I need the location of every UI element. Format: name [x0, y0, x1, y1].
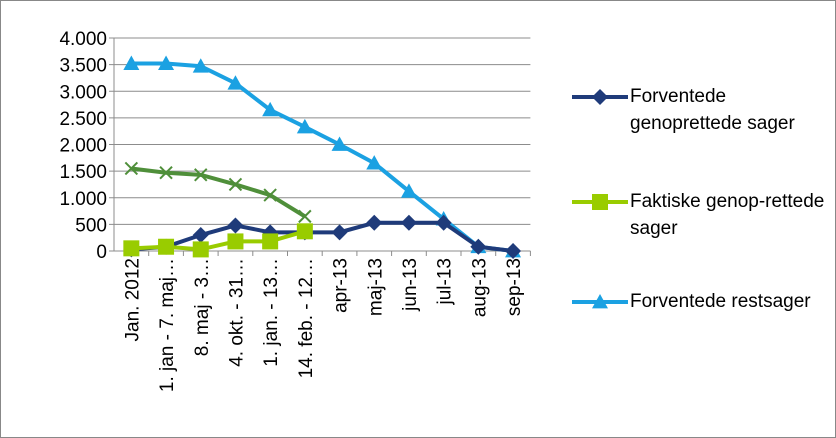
x-tick-label: 4. okt. - 31… — [226, 258, 247, 367]
point — [192, 241, 209, 258]
point — [592, 89, 608, 105]
y-tick-label: 4.000 — [59, 29, 107, 50]
point — [262, 101, 279, 117]
x-tick-label: jun-13 — [400, 258, 421, 312]
x-tick-label: sep-13 — [504, 258, 525, 316]
y-tick-label: 3.500 — [59, 56, 107, 77]
point — [435, 214, 452, 231]
point — [228, 177, 243, 192]
x-tick-label: apr-13 — [331, 258, 352, 313]
point — [298, 209, 312, 224]
x-tick-label: 8. maj - 3… — [192, 258, 213, 356]
x-tick-label: aug-13 — [469, 258, 490, 317]
y-tick-label: 3.000 — [59, 82, 107, 103]
point — [123, 55, 140, 70]
point — [227, 217, 244, 234]
y-tick-label: 1.500 — [59, 162, 107, 183]
point — [400, 214, 417, 231]
point — [158, 238, 175, 255]
point — [400, 183, 417, 198]
series-line — [131, 166, 306, 219]
point — [227, 233, 244, 250]
point — [366, 155, 383, 170]
point — [124, 161, 139, 176]
point — [592, 294, 608, 309]
legend-label: Forventede genoprettede sager — [630, 86, 795, 134]
point — [227, 75, 244, 90]
point — [192, 227, 209, 244]
point — [158, 55, 175, 70]
x-tick-label: 1. jan - 7. maj… — [157, 258, 178, 392]
point — [592, 194, 608, 210]
point — [123, 240, 140, 257]
point — [263, 188, 277, 202]
point — [331, 136, 348, 151]
legend-label: Forventede restsager — [630, 291, 811, 312]
x-tick-label: Jan. 2012 — [122, 258, 143, 341]
legend-label: Faktiske genop-rettede sager — [630, 191, 825, 239]
x-tick-label: 14. feb. - 12… — [296, 258, 317, 378]
y-tick-label: 500 — [75, 215, 107, 236]
x-tick-label: maj-13 — [365, 258, 386, 316]
y-tick-label: 0 — [96, 242, 107, 263]
x-tick-label: jul-13 — [435, 258, 456, 305]
point — [194, 168, 208, 182]
point — [159, 166, 173, 180]
y-tick-label: 2.000 — [59, 136, 107, 157]
point — [296, 223, 313, 240]
y-tick-label: 1.000 — [59, 189, 107, 210]
point — [366, 214, 383, 231]
point — [192, 58, 209, 73]
point — [296, 118, 313, 134]
point — [505, 243, 522, 259]
x-tick-label: 1. jan. - 13… — [261, 258, 282, 367]
y-tick-label: 2.500 — [59, 109, 107, 130]
point — [262, 233, 279, 250]
point — [331, 224, 348, 241]
point — [470, 238, 487, 255]
